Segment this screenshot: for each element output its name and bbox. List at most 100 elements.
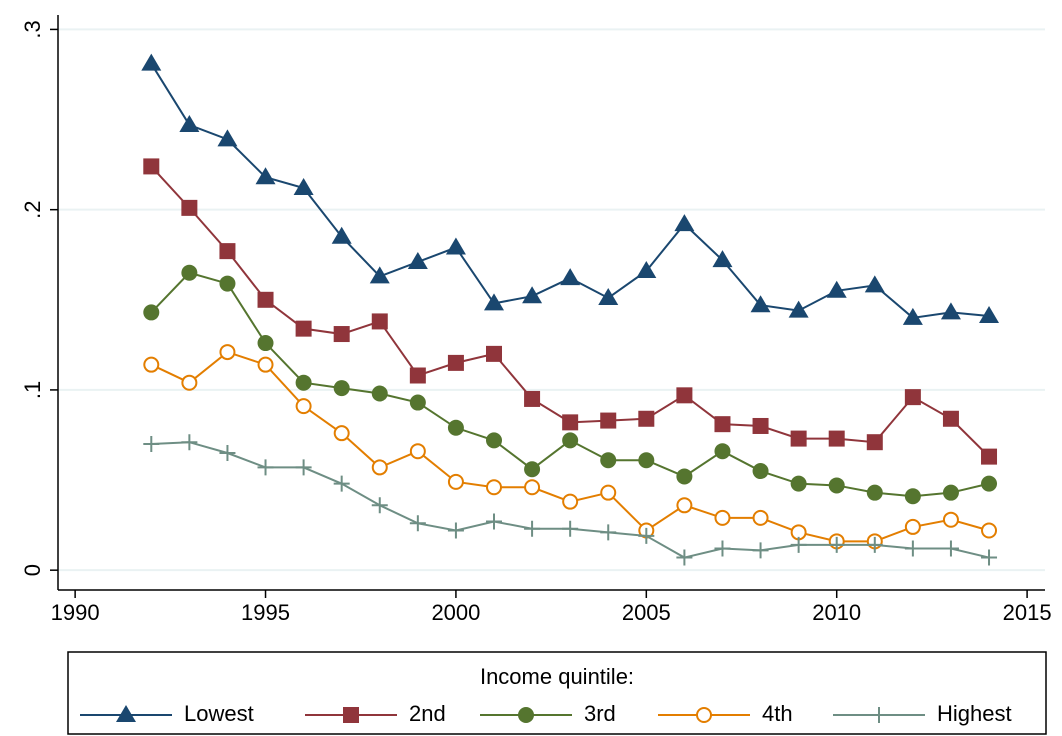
marker: [714, 540, 731, 557]
marker: [942, 511, 959, 528]
marker: [981, 522, 998, 539]
legend-box: [67, 651, 1047, 735]
series: [143, 344, 998, 550]
marker: [902, 307, 923, 325]
marker: [562, 493, 579, 510]
marker: [750, 295, 771, 313]
marker: [942, 410, 959, 427]
marker: [904, 518, 921, 535]
marker: [562, 414, 579, 431]
marker: [600, 524, 617, 541]
marker: [219, 344, 236, 361]
marker: [447, 473, 464, 490]
marker: [143, 356, 160, 373]
marker: [638, 410, 655, 427]
series: [143, 264, 998, 505]
marker: [904, 488, 921, 505]
legend-label: 4th: [762, 701, 793, 726]
marker: [369, 266, 390, 284]
marker: [981, 448, 998, 465]
marker: [409, 515, 426, 532]
marker: [752, 417, 769, 434]
marker: [447, 419, 464, 436]
marker: [486, 432, 503, 449]
y-tick-label: .3: [20, 20, 45, 38]
marker: [714, 416, 731, 433]
marker: [219, 445, 236, 462]
legend-label: 2nd: [409, 701, 446, 726]
marker: [333, 326, 350, 343]
marker: [409, 394, 426, 411]
marker: [712, 250, 733, 268]
marker: [486, 479, 503, 496]
marker: [871, 707, 887, 723]
marker: [904, 389, 921, 406]
x-tick-label: 1995: [241, 600, 290, 625]
marker: [257, 335, 274, 352]
marker: [828, 536, 845, 553]
marker: [486, 345, 503, 362]
marker: [343, 707, 359, 723]
marker: [447, 522, 464, 539]
marker: [676, 468, 693, 485]
marker: [714, 509, 731, 526]
marker: [257, 459, 274, 476]
marker: [562, 520, 579, 537]
marker: [752, 542, 769, 559]
marker: [181, 264, 198, 281]
series: [143, 434, 998, 566]
marker: [257, 356, 274, 373]
marker: [752, 509, 769, 526]
marker: [447, 354, 464, 371]
marker: [636, 260, 657, 278]
marker: [484, 293, 505, 311]
marker: [904, 540, 921, 557]
marker: [371, 497, 388, 514]
marker: [181, 374, 198, 391]
marker: [942, 484, 959, 501]
marker: [866, 484, 883, 501]
marker: [524, 479, 541, 496]
marker: [181, 199, 198, 216]
legend-label: 3rd: [584, 701, 616, 726]
marker: [674, 214, 695, 232]
legend: Income quintile: Lowest 2nd 3rd 4th Highest: [67, 651, 1047, 735]
series: [143, 158, 998, 465]
marker: [676, 387, 693, 404]
marker: [979, 306, 1000, 324]
marker: [752, 463, 769, 480]
marker: [522, 286, 543, 304]
marker: [407, 251, 428, 269]
marker: [371, 459, 388, 476]
marker: [333, 380, 350, 397]
marker: [116, 705, 136, 722]
marker: [143, 304, 160, 321]
x-tick-label: 2010: [812, 600, 861, 625]
x-tick-label: 2015: [1003, 600, 1052, 625]
y-tick-label: .1: [20, 381, 45, 399]
marker: [600, 484, 617, 501]
marker: [866, 434, 883, 451]
marker: [638, 527, 655, 544]
marker: [828, 477, 845, 494]
y-tick-label: 0: [20, 564, 45, 576]
series-line: [150, 271, 990, 498]
marker: [371, 385, 388, 402]
marker: [295, 459, 312, 476]
marker: [518, 707, 534, 723]
marker: [524, 520, 541, 537]
x-tick-label: 1990: [51, 600, 100, 625]
marker: [143, 435, 160, 452]
marker: [696, 707, 712, 723]
marker: [828, 430, 845, 447]
legend-title: Income quintile:: [480, 664, 634, 689]
marker: [790, 430, 807, 447]
marker: [826, 280, 847, 298]
marker: [562, 432, 579, 449]
marker: [638, 452, 655, 469]
marker: [217, 129, 238, 147]
x-tick-label: 2000: [431, 600, 480, 625]
marker: [788, 300, 809, 318]
